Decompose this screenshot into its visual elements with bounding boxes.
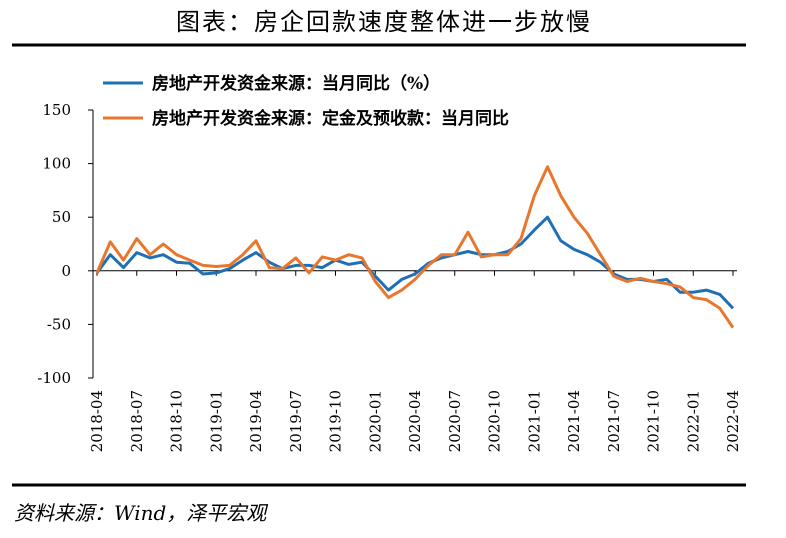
source-note: 资料来源：Wind，泽平宏观 (14, 501, 268, 525)
x-tick-label: 2020-07 (446, 390, 464, 452)
x-tick-label: 2021-01 (525, 390, 543, 452)
y-tick-label: 50 (52, 208, 71, 226)
x-tick-label: 2020-10 (486, 390, 504, 452)
x-tick-label: 2021-07 (605, 390, 623, 452)
x-tick-label: 2022-01 (684, 390, 702, 452)
x-tick-label: 2018-10 (168, 390, 186, 452)
x-tick-label: 2021-04 (565, 390, 583, 452)
x-tick-label: 2018-04 (88, 390, 106, 452)
y-tick-label: 0 (61, 262, 71, 280)
y-tick-label: -100 (37, 369, 71, 387)
x-tick-label: 2019-10 (327, 390, 345, 452)
y-tick-label: -50 (47, 315, 71, 333)
series-line (95, 215, 735, 310)
legend-label: 房地产开发资金来源：定金及预收款：当月同比 (152, 108, 509, 129)
x-tick-label: 2019-01 (207, 390, 225, 452)
x-tick-label: 2020-01 (366, 390, 384, 452)
chart-title: 图表：房企回款速度整体进一步放慢 (176, 8, 592, 36)
series-line (95, 165, 735, 329)
x-tick-label: 2020-04 (406, 390, 424, 452)
y-tick-label: 150 (42, 101, 71, 119)
x-tick-label: 2019-04 (247, 390, 265, 452)
legend-label: 房地产开发资金来源：当月同比（%） (152, 73, 440, 94)
y-tick-label: 100 (42, 155, 71, 173)
x-tick-label: 2022-04 (724, 390, 742, 452)
x-tick-label: 2018-07 (128, 390, 146, 452)
x-tick-label: 2021-10 (645, 390, 663, 452)
x-tick-label: 2019-07 (287, 390, 305, 452)
